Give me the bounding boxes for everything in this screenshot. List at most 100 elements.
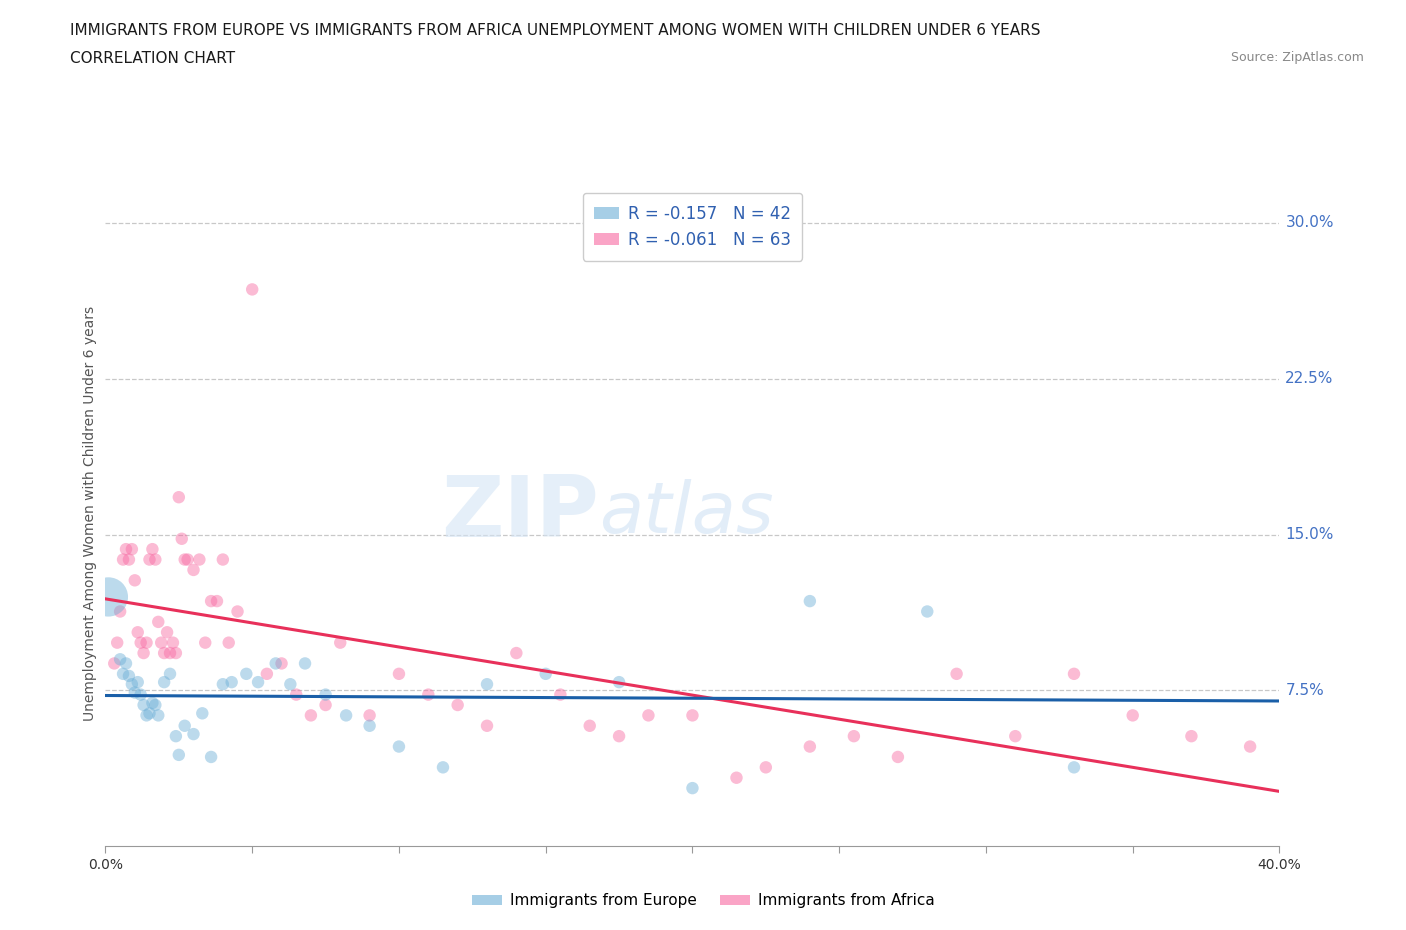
Point <box>505 645 527 660</box>
Point <box>842 729 865 744</box>
Point <box>418 687 440 702</box>
Point <box>211 552 233 567</box>
Text: 30.0%: 30.0% <box>1285 216 1334 231</box>
Point <box>534 667 557 682</box>
Point <box>148 615 170 630</box>
Point <box>799 593 821 608</box>
Text: ZIP: ZIP <box>441 472 599 555</box>
Point <box>1239 739 1261 754</box>
Point <box>607 729 630 744</box>
Text: CORRELATION CHART: CORRELATION CHART <box>70 51 235 66</box>
Point <box>129 687 152 702</box>
Point <box>173 718 195 733</box>
Point <box>256 667 278 682</box>
Point <box>388 667 411 682</box>
Point <box>156 625 179 640</box>
Point <box>221 674 243 689</box>
Text: 7.5%: 7.5% <box>1285 683 1324 698</box>
Point <box>235 667 257 682</box>
Point <box>167 748 190 763</box>
Point <box>294 656 316 671</box>
Legend: R = -0.157   N = 42, R = -0.061   N = 63: R = -0.157 N = 42, R = -0.061 N = 63 <box>582 193 803 260</box>
Point <box>475 718 498 733</box>
Text: 22.5%: 22.5% <box>1285 371 1334 386</box>
Point <box>315 687 337 702</box>
Point <box>446 698 468 712</box>
Point <box>127 674 149 689</box>
Point <box>121 541 143 556</box>
Point <box>112 667 135 682</box>
Point <box>388 739 411 754</box>
Point <box>132 698 155 712</box>
Point <box>148 708 170 723</box>
Point <box>132 645 155 660</box>
Point <box>299 708 322 723</box>
Point <box>170 531 193 546</box>
Point <box>176 552 198 567</box>
Point <box>191 706 214 721</box>
Point <box>167 490 190 505</box>
Point <box>1063 760 1085 775</box>
Point <box>226 604 249 619</box>
Point <box>118 552 141 567</box>
Point <box>165 729 187 744</box>
Point <box>135 635 157 650</box>
Point <box>285 687 308 702</box>
Point <box>150 635 173 650</box>
Point <box>162 635 184 650</box>
Point <box>200 750 222 764</box>
Point <box>105 635 128 650</box>
Point <box>138 706 160 721</box>
Point <box>112 552 135 567</box>
Point <box>682 780 704 795</box>
Point <box>475 677 498 692</box>
Point <box>108 604 131 619</box>
Point <box>755 760 778 775</box>
Point <box>97 590 120 604</box>
Point <box>118 669 141 684</box>
Point <box>153 674 176 689</box>
Point <box>103 656 125 671</box>
Point <box>218 635 240 650</box>
Point <box>1004 729 1026 744</box>
Point <box>200 593 222 608</box>
Point <box>121 677 143 692</box>
Point <box>578 718 600 733</box>
Point <box>183 563 205 578</box>
Point <box>143 698 166 712</box>
Point <box>315 698 337 712</box>
Text: Source: ZipAtlas.com: Source: ZipAtlas.com <box>1230 51 1364 64</box>
Point <box>153 645 176 660</box>
Point <box>550 687 572 702</box>
Point <box>607 674 630 689</box>
Point <box>432 760 454 775</box>
Text: 15.0%: 15.0% <box>1285 527 1334 542</box>
Point <box>280 677 302 692</box>
Point <box>159 667 181 682</box>
Point <box>1063 667 1085 682</box>
Point <box>264 656 287 671</box>
Point <box>799 739 821 754</box>
Point <box>725 770 748 785</box>
Point <box>917 604 939 619</box>
Point <box>359 718 381 733</box>
Point <box>138 552 160 567</box>
Y-axis label: Unemployment Among Women with Children Under 6 years: Unemployment Among Women with Children U… <box>83 306 97 722</box>
Point <box>329 635 352 650</box>
Point <box>141 541 163 556</box>
Point <box>127 625 149 640</box>
Point <box>205 593 228 608</box>
Point <box>682 708 704 723</box>
Point <box>247 674 270 689</box>
Point <box>108 652 131 667</box>
Point <box>188 552 211 567</box>
Point <box>211 677 233 692</box>
Point <box>141 696 163 711</box>
Point <box>115 656 138 671</box>
Point <box>945 667 967 682</box>
Point <box>115 541 138 556</box>
Point <box>143 552 166 567</box>
Point <box>335 708 357 723</box>
Point <box>194 635 217 650</box>
Point <box>129 635 152 650</box>
